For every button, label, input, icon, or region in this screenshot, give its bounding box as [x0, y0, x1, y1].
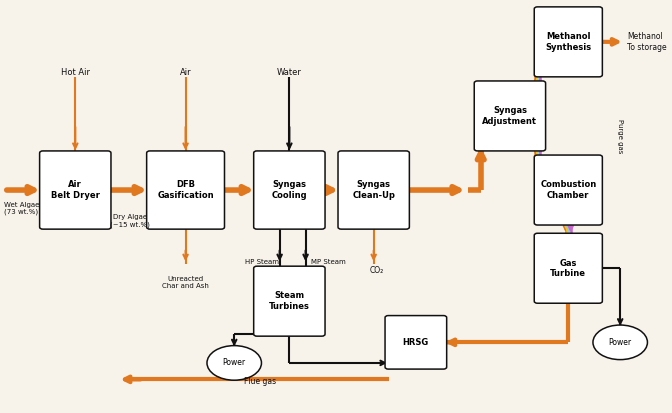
FancyBboxPatch shape	[254, 151, 325, 229]
Text: Combustion
Chamber: Combustion Chamber	[540, 180, 597, 200]
Text: Water: Water	[277, 68, 302, 77]
Text: Flue gas: Flue gas	[244, 377, 276, 386]
FancyBboxPatch shape	[40, 151, 111, 229]
Text: Syngas
Cooling: Syngas Cooling	[271, 180, 307, 200]
Text: MP Steam: MP Steam	[311, 259, 345, 265]
Text: Methanol
To storage: Methanol To storage	[628, 32, 667, 52]
Text: Air: Air	[179, 68, 192, 77]
Circle shape	[207, 346, 261, 380]
FancyBboxPatch shape	[338, 151, 409, 229]
Text: HRSG: HRSG	[403, 338, 429, 347]
Text: Power: Power	[222, 358, 246, 368]
FancyBboxPatch shape	[474, 81, 546, 151]
FancyBboxPatch shape	[146, 151, 224, 229]
Text: Purge gas: Purge gas	[617, 119, 623, 154]
FancyBboxPatch shape	[534, 233, 602, 303]
Circle shape	[593, 325, 647, 360]
Text: Power: Power	[609, 338, 632, 347]
Text: Steam
Turbines: Steam Turbines	[269, 292, 310, 311]
FancyBboxPatch shape	[254, 266, 325, 336]
Text: CO₂: CO₂	[370, 266, 384, 275]
Text: Hot Air: Hot Air	[60, 68, 90, 77]
FancyBboxPatch shape	[385, 316, 447, 369]
Text: HP Steam: HP Steam	[245, 259, 279, 265]
Text: Syngas
Adjustment: Syngas Adjustment	[482, 106, 538, 126]
Text: Air
Belt Dryer: Air Belt Dryer	[51, 180, 99, 200]
Text: Dry Algae
(~15 wt.%): Dry Algae (~15 wt.%)	[110, 214, 151, 228]
Text: Syngas
Clean-Up: Syngas Clean-Up	[352, 180, 395, 200]
Text: Gas
Turbine: Gas Turbine	[550, 259, 586, 278]
Text: Unreacted
Char and Ash: Unreacted Char and Ash	[162, 276, 209, 289]
Text: DFB
Gasification: DFB Gasification	[157, 180, 214, 200]
Text: Wet Algae
(73 wt.%): Wet Algae (73 wt.%)	[4, 202, 40, 215]
FancyBboxPatch shape	[534, 155, 602, 225]
FancyBboxPatch shape	[534, 7, 602, 77]
Text: Methanol
Synthesis: Methanol Synthesis	[545, 32, 591, 52]
